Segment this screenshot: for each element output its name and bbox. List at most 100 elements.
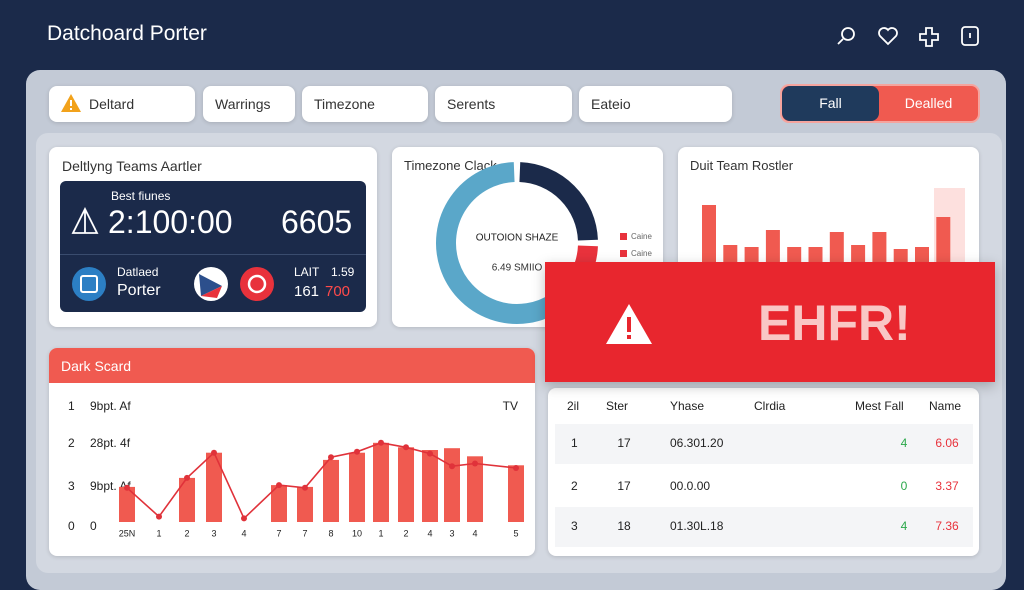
alert-icon — [606, 304, 652, 344]
bar — [444, 448, 460, 522]
x-tick-label: 4 — [241, 528, 246, 538]
line-point — [378, 439, 384, 446]
bar — [872, 232, 887, 262]
line-point — [241, 515, 247, 522]
bar — [398, 447, 414, 522]
charts: OUTOION SHAZE 6.49 SMIIO Caine Caine 1 9bpt. … — [68, 162, 973, 547]
legend-swatch — [620, 233, 627, 240]
x-tick-label: 2 — [403, 528, 408, 538]
panel-title: Duit Team Rostler — [690, 158, 794, 173]
bar — [893, 249, 908, 262]
x-tick-label: 1 — [156, 528, 161, 538]
bar — [467, 456, 483, 522]
table-cell: 00.0.00 — [670, 479, 710, 493]
table-cell: 17 — [617, 436, 631, 450]
x-tick-label: 1 — [378, 528, 383, 538]
panel-title: Deltlyng Teams Aartler — [62, 158, 202, 174]
page: Datchoard Porter Deltard Warrings Timezo… — [26, 22, 1006, 590]
line-point — [276, 482, 282, 489]
row-bg — [555, 424, 973, 464]
x-tick-label: 10 — [352, 528, 362, 538]
stat-a: 161 — [294, 283, 320, 300]
bar — [936, 217, 951, 262]
x-tick-label: 8 — [328, 528, 333, 538]
line-point — [354, 448, 360, 455]
line-point — [449, 463, 455, 470]
donut-segment — [436, 162, 562, 324]
line-point — [403, 444, 409, 451]
row-label: 0 — [90, 519, 97, 533]
name-label: Datlaed — [117, 265, 159, 279]
x-tick-label: 2 — [184, 528, 189, 538]
row-label: 28pt. 4f — [90, 436, 131, 450]
stat-value: 1.59 — [331, 265, 355, 279]
filter[interactable]: Warrings — [203, 86, 295, 122]
bar — [851, 245, 866, 262]
line-point — [513, 465, 519, 471]
table-cell: 2 — [571, 479, 578, 493]
filter[interactable]: Timezone — [302, 86, 428, 122]
column-header: Yhase — [670, 399, 704, 413]
row-index: 1 — [68, 399, 75, 413]
bar — [829, 232, 844, 262]
legend-label: Caine — [631, 232, 652, 241]
filter[interactable]: Eateio — [579, 86, 732, 122]
table-cell: 18 — [617, 519, 631, 533]
column-header: Name — [929, 399, 961, 413]
table-cell: 4 — [901, 436, 908, 450]
search-icon[interactable] — [841, 27, 855, 41]
bar — [271, 485, 287, 522]
line-point — [124, 484, 130, 491]
bar — [422, 450, 438, 522]
time: 2:100:00 — [108, 204, 233, 240]
warning-icon — [61, 94, 81, 112]
panel-header: Dark Scard — [49, 348, 535, 383]
table-cell: 7.36 — [935, 519, 959, 533]
name-value: Porter — [117, 282, 161, 299]
panel-title: Timezone Clack — [404, 158, 497, 173]
plus-icon[interactable] — [919, 27, 939, 47]
bar — [297, 486, 313, 522]
table-cell: 06.301.20 — [670, 436, 724, 450]
menu-icon[interactable] — [961, 26, 979, 46]
bar — [508, 465, 524, 522]
line-point — [427, 450, 433, 457]
heart-icon[interactable] — [878, 27, 898, 46]
divider — [60, 254, 366, 255]
table-cell: 4 — [901, 519, 908, 533]
column-header: Mest Fall — [855, 399, 904, 413]
table-cell: 3 — [571, 519, 578, 533]
x-tick-label: 7 — [302, 528, 307, 538]
donut-segment — [519, 162, 598, 241]
x-tick-label: 5 — [513, 528, 518, 538]
bar — [206, 452, 222, 522]
toggle-option[interactable]: Fall — [782, 86, 879, 121]
line-point — [328, 454, 334, 461]
bar — [915, 247, 929, 262]
legend-label: Caine — [631, 249, 652, 258]
column-header: Ster — [606, 399, 628, 413]
table-cell: 01.30L.18 — [670, 519, 724, 533]
column-header: 2il — [567, 399, 579, 413]
bar — [179, 477, 195, 522]
x-tick-label: 25N — [119, 528, 136, 538]
bar — [808, 247, 823, 262]
boat-icon — [71, 207, 99, 234]
line-point — [472, 460, 478, 467]
column-header: Clrdia — [754, 399, 786, 413]
x-tick-label: 4 — [472, 528, 477, 538]
caption: Best fiunes — [111, 189, 171, 203]
summary-icons — [72, 267, 274, 301]
stat-label: LAIT — [294, 265, 320, 279]
row-index: 0 — [68, 519, 75, 533]
filter[interactable]: Serents — [435, 86, 572, 122]
row-bg — [555, 507, 973, 547]
row-label: 9bpt. Af — [90, 399, 131, 413]
toggle-option[interactable]: Dealled — [904, 95, 953, 111]
bar — [323, 459, 339, 522]
x-tick-label: 7 — [276, 528, 281, 538]
table-cell: 3.37 — [935, 479, 959, 493]
bar — [765, 230, 780, 262]
right-label: TV — [503, 399, 518, 413]
table-cell: 17 — [617, 479, 631, 493]
